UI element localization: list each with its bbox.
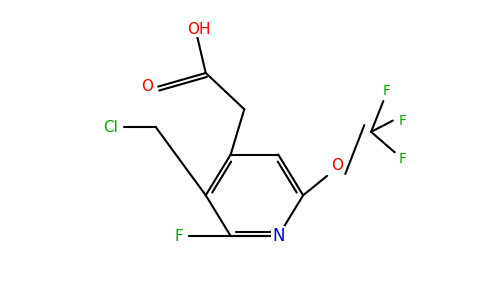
Text: F: F <box>174 229 183 244</box>
Text: O: O <box>141 79 153 94</box>
Text: F: F <box>383 84 391 98</box>
Text: F: F <box>399 114 407 128</box>
Text: N: N <box>272 227 285 245</box>
Text: Cl: Cl <box>103 120 118 135</box>
Text: O: O <box>331 158 343 173</box>
Text: F: F <box>399 152 407 166</box>
Text: OH: OH <box>187 22 211 37</box>
